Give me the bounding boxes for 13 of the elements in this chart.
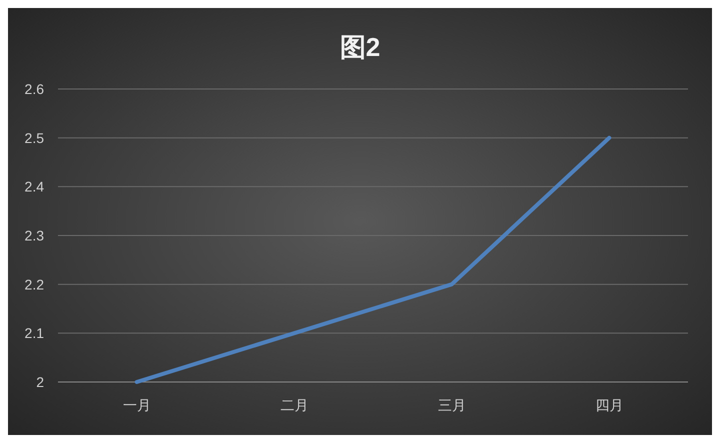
- y-tick-label: 2.3: [24, 228, 44, 244]
- y-tick-label: 2.1: [24, 325, 44, 342]
- line-series: [134, 136, 612, 384]
- x-tick-label: 一月: [122, 397, 151, 413]
- y-tick-label: 2.2: [24, 276, 44, 292]
- x-tick-label: 二月: [280, 397, 308, 413]
- y-tick-label: 2.4: [24, 178, 44, 195]
- y-tick-label: 2.5: [24, 130, 44, 146]
- x-tick-label: 四月: [595, 397, 624, 413]
- x-tick-label: 三月: [438, 397, 466, 413]
- chart-title: 图2: [340, 32, 380, 62]
- y-tick-label: 2.6: [24, 81, 44, 97]
- y-tick-label: 2: [36, 374, 44, 390]
